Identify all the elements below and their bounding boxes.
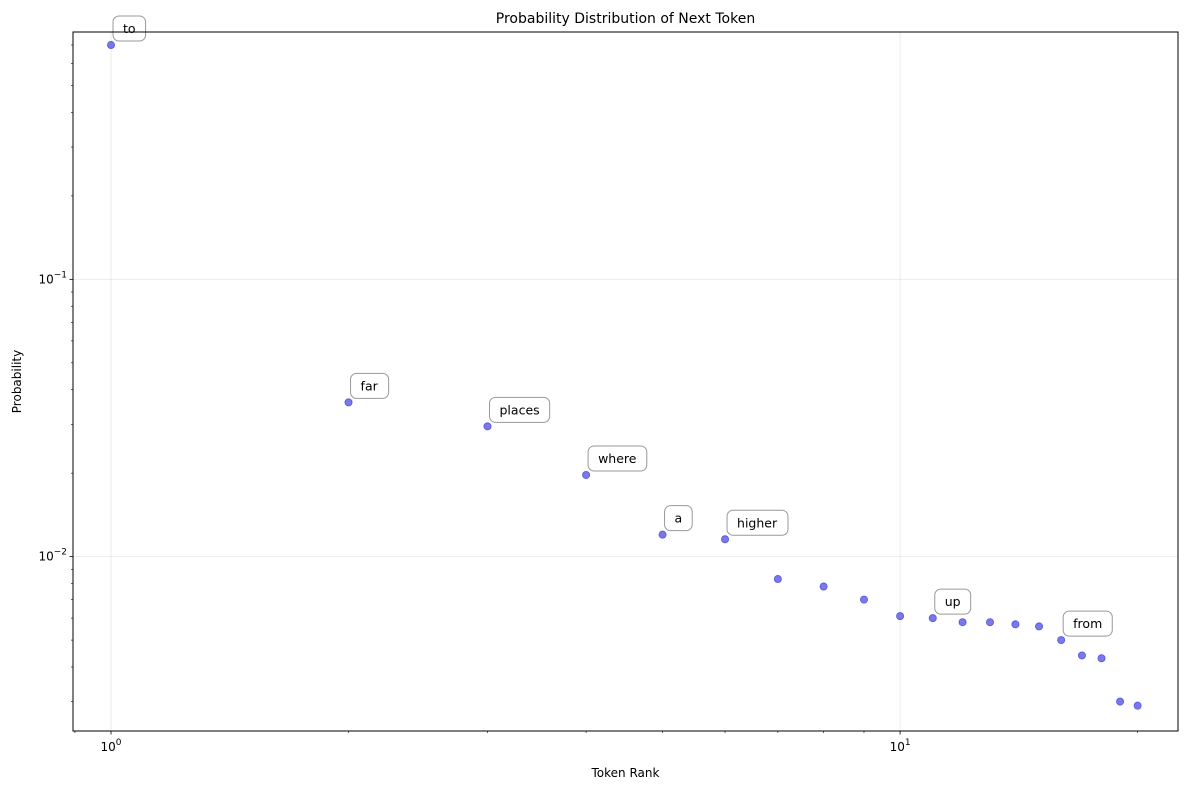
annotation-box [1062,610,1113,637]
data-point [1077,651,1086,660]
data-point [859,595,868,604]
annotation-label: to [123,21,136,36]
data-point [721,535,730,544]
point-annotation: up [934,588,972,615]
annotation-box [350,372,390,399]
data-point [1035,622,1044,631]
point-annotation: where [587,445,648,472]
data-point [1057,636,1066,645]
point-annotation: from [1062,610,1113,637]
data-point [958,618,967,627]
data-point [773,575,782,584]
data-point [819,582,828,591]
data-point [582,470,591,479]
annotation-box [489,396,551,423]
plot-area-frame [72,31,1179,732]
annotation-box [112,15,147,42]
x-tick-label: 100 [101,738,122,754]
x-tick-label: 101 [890,738,911,754]
data-point [1011,620,1020,629]
annotation-label: up [945,594,961,609]
annotation-label: where [598,451,637,466]
point-annotation: a [664,505,693,532]
annotation-box [726,509,789,536]
data-point [658,530,667,539]
point-annotation: far [350,372,390,399]
annotation-label: a [675,511,683,526]
data-point [1133,701,1142,710]
data-point [483,422,492,431]
chart-title: Probability Distribution of Next Token [496,11,755,27]
data-point [107,41,116,50]
point-annotations: to far places where a higher up from [112,15,1113,637]
y-tick-label: 10−1 [38,270,67,286]
data-point [344,398,353,407]
annotation-label: far [361,378,379,393]
data-points [107,41,1142,710]
annotation-label: from [1073,616,1102,631]
data-point [1097,654,1106,663]
point-annotation: to [112,15,147,42]
data-point [986,618,995,627]
y-axis-label: Probability [10,350,24,413]
data-point [1116,697,1125,706]
point-annotation: places [489,396,551,423]
axis-ticks: 100 101 10−1 10−2 [38,44,1138,754]
x-axis-label: Token Rank [591,766,660,780]
annotation-label: higher [737,515,778,530]
point-annotation: higher [726,509,789,536]
annotation-label: places [500,402,540,417]
annotation-box [587,445,648,472]
data-point [928,614,937,623]
y-tick-label: 10−2 [38,548,67,564]
annotation-box [664,505,693,532]
annotation-box [934,588,972,615]
data-point [896,612,905,621]
